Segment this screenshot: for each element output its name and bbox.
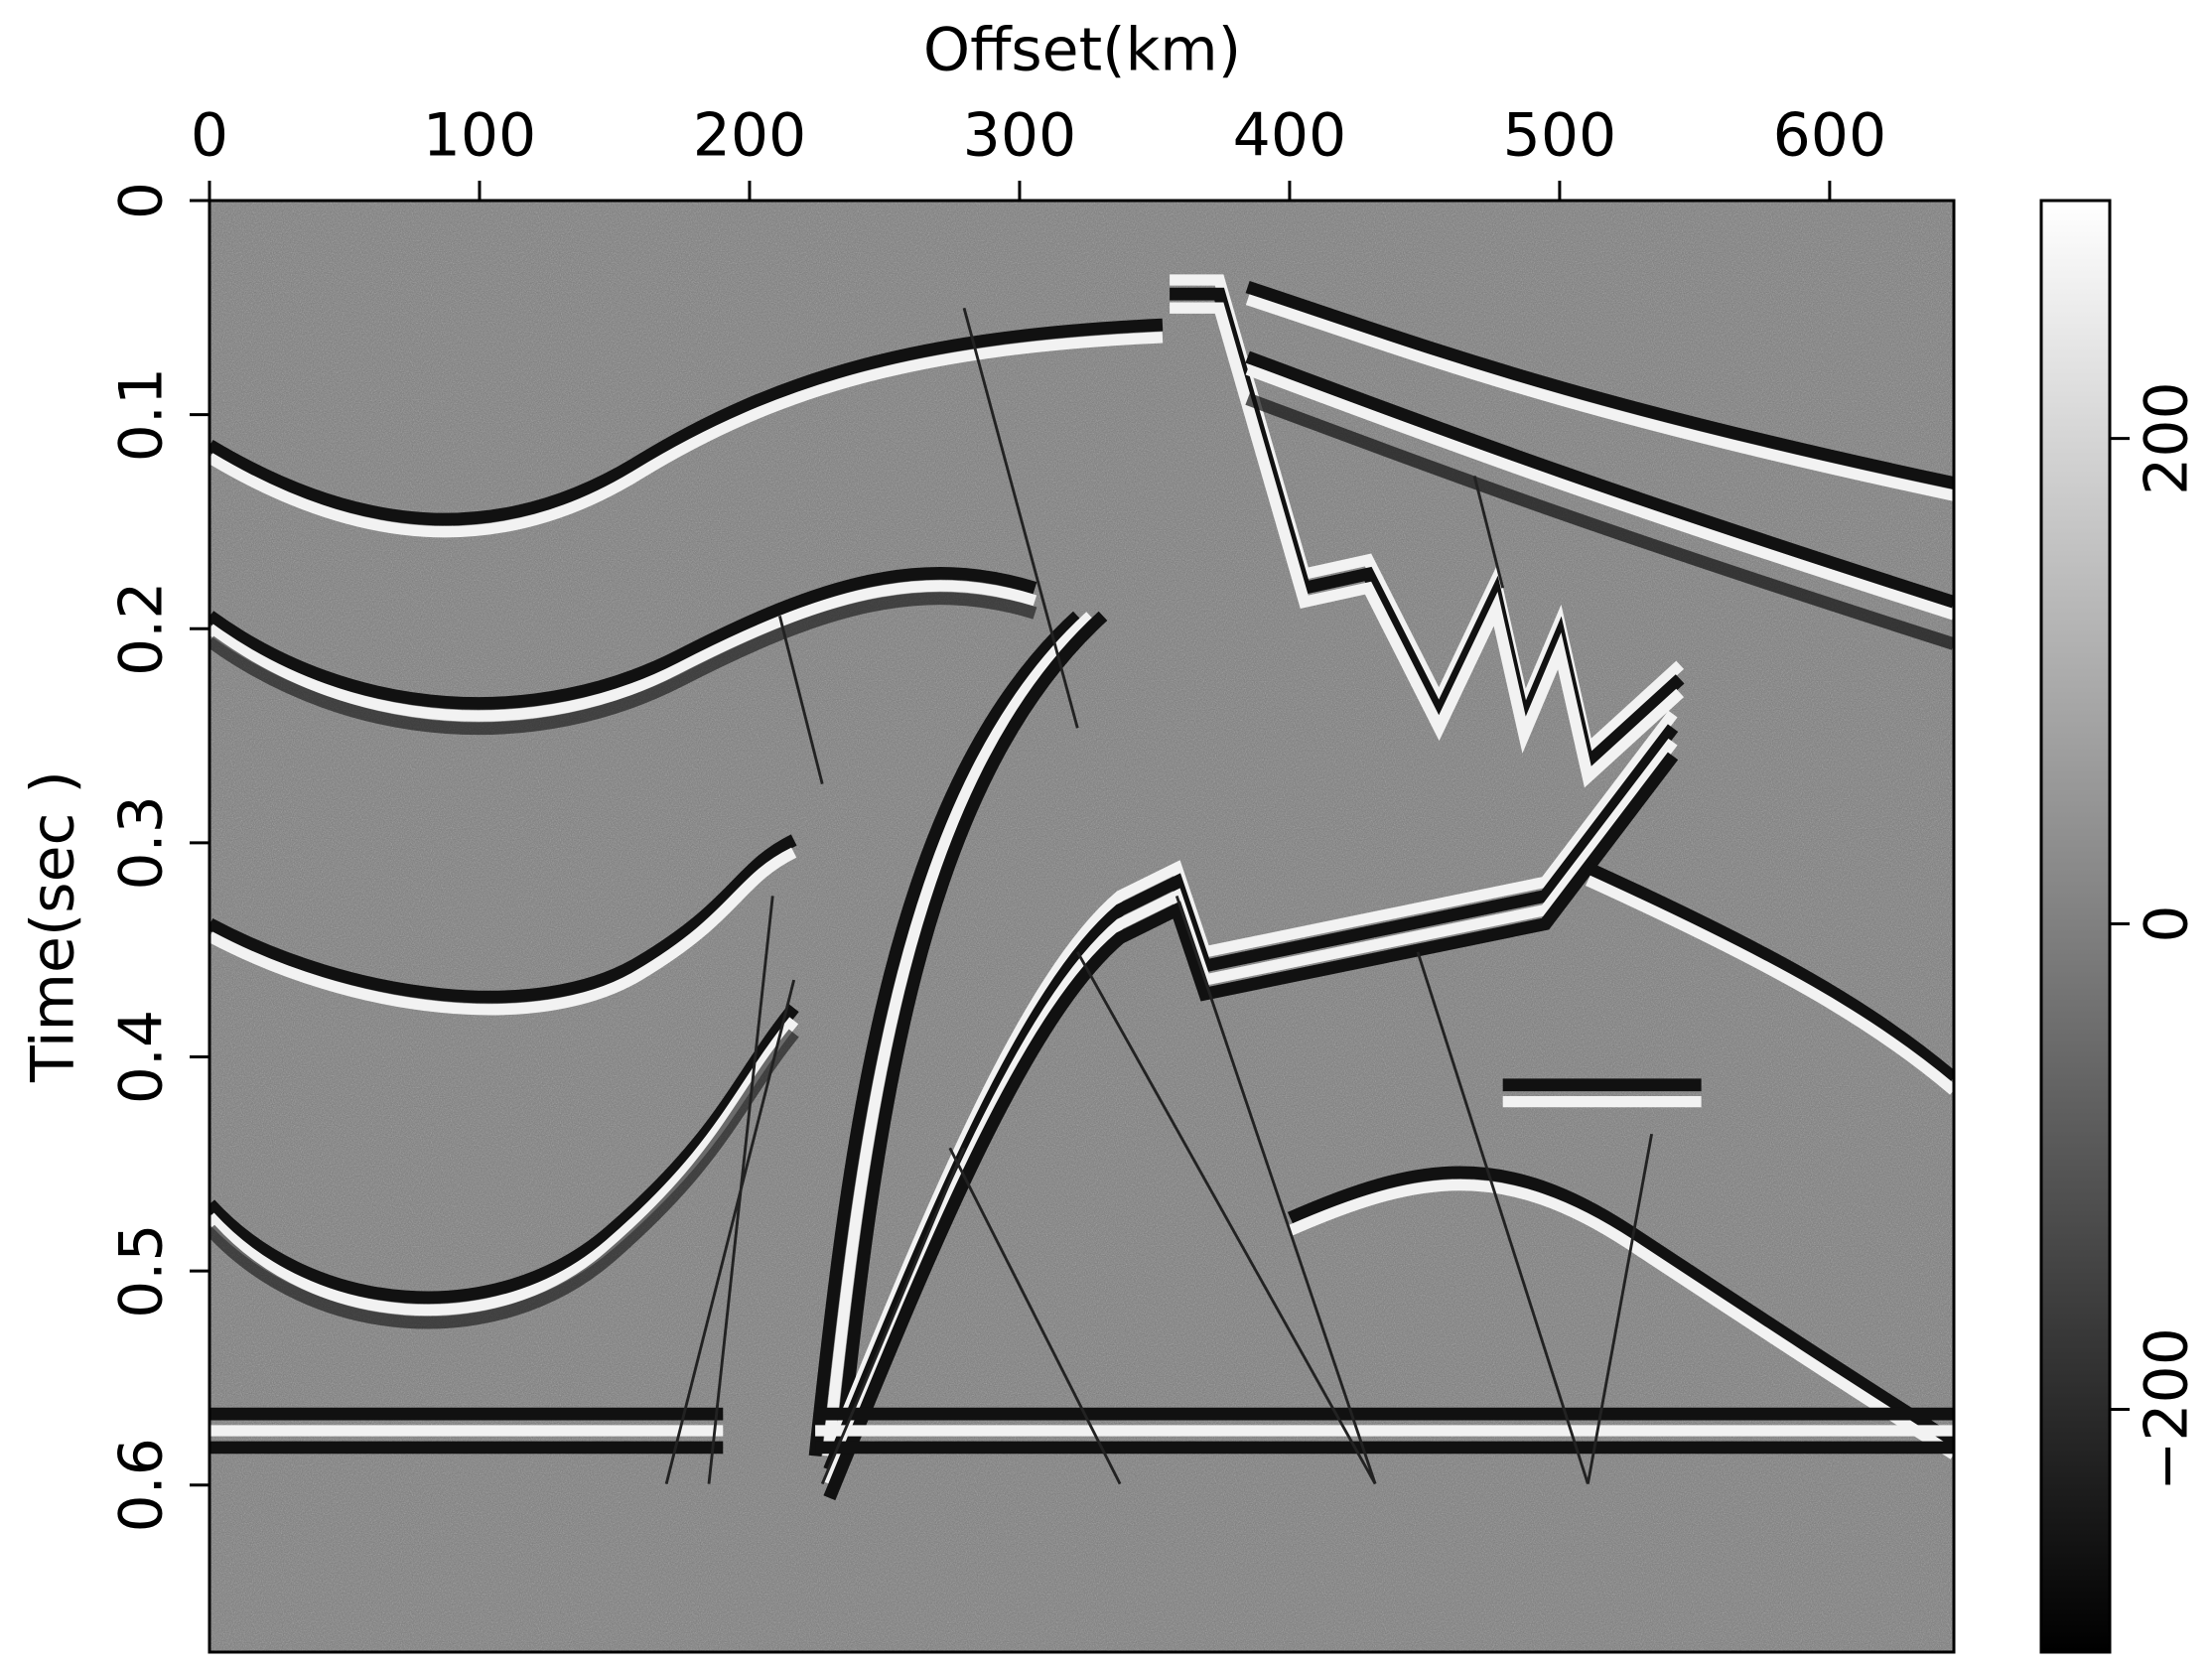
x-tick-label: 200 [693,101,807,171]
y-tick-label: 0.4 [107,1010,177,1104]
x-axis-label: Offset(km) [923,16,1241,85]
seismic-image [209,201,1954,1652]
reflectors [209,280,1953,1498]
colorbar-tick-label: 0 [2133,904,2202,942]
colorbar-tick-label: 200 [2133,381,2202,495]
y-tick-label: 0.5 [107,1223,177,1318]
x-tick-label: 500 [1503,101,1617,171]
y-tick-label: 0.3 [107,795,177,890]
x-tick-label: 400 [1233,101,1347,171]
y-tick-label: 0 [107,182,177,219]
colorbar-tick-label: −200 [2133,1327,2202,1491]
x-tick-label: 600 [1773,101,1887,171]
plot-frame [207,199,1956,1654]
colorbar [2039,199,2112,1654]
y-tick-label: 0.2 [107,582,177,676]
y-tick-label: 0.6 [107,1438,177,1532]
x-tick-label: 0 [191,101,228,171]
x-tick-label: 100 [423,101,537,171]
x-tick-label: 300 [963,101,1077,171]
y-axis-label: Time(sec ) [19,770,88,1083]
y-tick-label: 0.1 [107,367,177,462]
